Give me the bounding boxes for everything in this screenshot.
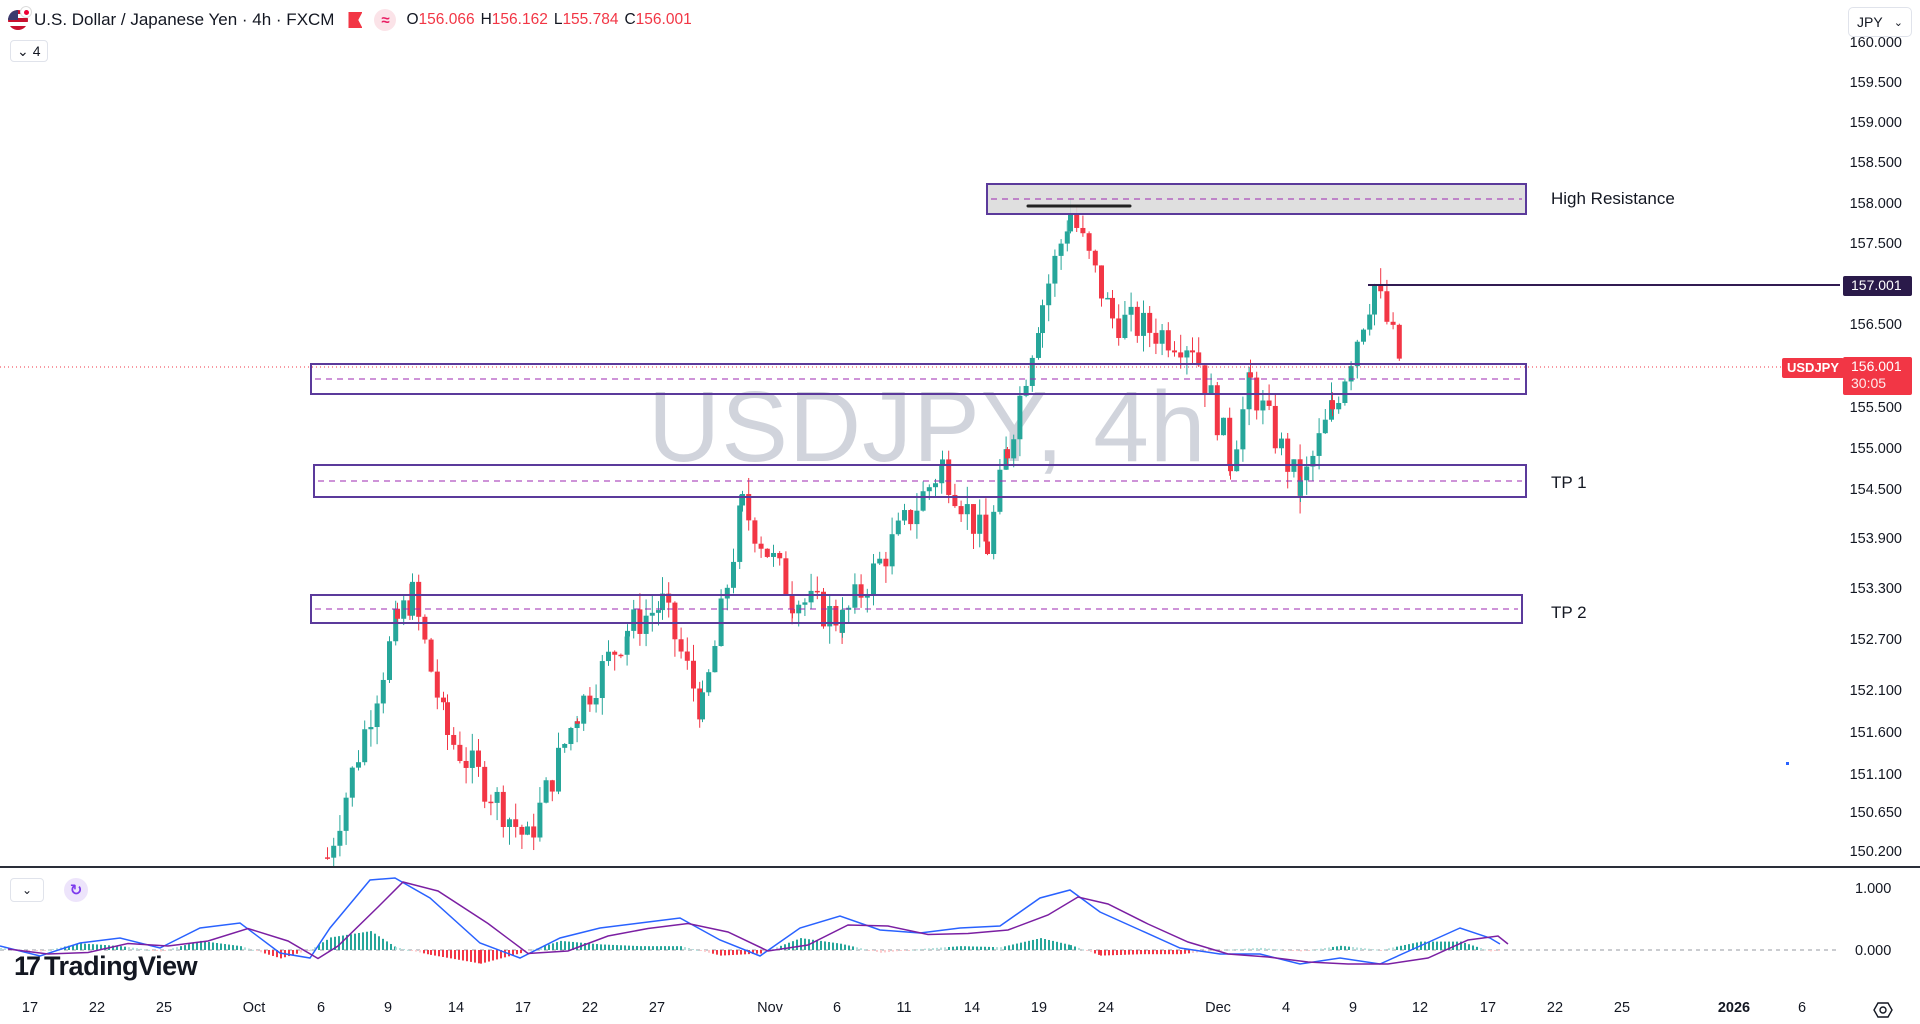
- price-tick: 160.000: [1849, 35, 1902, 51]
- indicator-pane-collapse-button[interactable]: ⌄: [10, 878, 44, 902]
- macd-axis-tick-0: 0.000: [1855, 943, 1892, 959]
- chart-settings-icon[interactable]: [1872, 999, 1894, 1021]
- zone-label-high-resistance: High Resistance: [1551, 189, 1675, 208]
- zone-resistance-support-zone: [310, 363, 1527, 395]
- currency-selector[interactable]: JPY ⌄: [1848, 7, 1912, 37]
- time-tick: 22: [581, 1000, 599, 1016]
- price-tick: 158.500: [1849, 155, 1902, 171]
- time-tick: 9: [1348, 1000, 1358, 1016]
- zone-label-tp2: TP 2: [1551, 603, 1587, 622]
- time-axis[interactable]: 17 22 25 Oct 6 9 14 17 22 27 Nov 6 11 14 19 24 Dec 4 9 12 17…: [0, 996, 1920, 1024]
- time-tick: 25: [1613, 1000, 1631, 1016]
- time-tick: 22: [1546, 1000, 1564, 1016]
- symbol-price-tag: USDJPY: [1782, 358, 1845, 378]
- price-tick: 156.500: [1849, 317, 1902, 333]
- time-tick: 17: [21, 1000, 39, 1016]
- indicator-count: 4: [32, 43, 41, 59]
- current-price-tag: 156.001 30:05: [1843, 357, 1912, 395]
- tradingview-wordmark: TradingView: [44, 951, 198, 981]
- candles: [325, 198, 1402, 866]
- time-tick: 22: [88, 1000, 106, 1016]
- time-tick: 6: [316, 1000, 326, 1016]
- close-key: C: [624, 11, 636, 28]
- time-tick: 17: [514, 1000, 532, 1016]
- time-tick: 25: [155, 1000, 173, 1016]
- high-value: 156.162: [491, 11, 548, 28]
- time-tick: 11: [896, 1000, 912, 1016]
- time-tick: 19: [1030, 1000, 1048, 1016]
- hline-price-tag: 157.001: [1843, 276, 1912, 296]
- signal-line: [7, 881, 1509, 965]
- zone-tp-2: [310, 594, 1523, 624]
- price-tick: 150.200: [1849, 844, 1902, 860]
- bar-countdown: 30:05: [1851, 375, 1887, 391]
- time-tick: 17: [1479, 1000, 1497, 1016]
- tradingview-logo[interactable]: 17 TradingView: [14, 951, 198, 982]
- price-tick: 159.500: [1849, 75, 1902, 91]
- high-key: H: [480, 11, 492, 28]
- symbol-title[interactable]: U.S. Dollar / Japanese Yen · 4h · FXCM: [34, 10, 335, 29]
- chevron-down-icon: ⌄: [21, 883, 33, 897]
- close-value: 156.001: [635, 11, 692, 28]
- low-value: 155.784: [562, 11, 619, 28]
- chevron-down-icon: ⌄: [17, 42, 29, 59]
- price-tick: 159.000: [1849, 115, 1902, 131]
- price-axis[interactable]: 160.000 159.500 159.000 158.500 158.000 157.5…: [1840, 0, 1920, 866]
- current-price: 156.001: [1851, 358, 1902, 374]
- price-tick: 152.100: [1849, 683, 1902, 699]
- indicators-collapse-button[interactable]: ⌄ 4: [10, 40, 48, 62]
- price-tick: 155.000: [1849, 441, 1902, 457]
- time-tick: Nov: [757, 1000, 783, 1016]
- time-tick: 14: [963, 1000, 981, 1016]
- time-tick: 27: [648, 1000, 666, 1016]
- price-tick: 151.100: [1849, 767, 1902, 783]
- price-tick: 150.650: [1849, 805, 1902, 821]
- time-tick: 2026: [1717, 1000, 1751, 1016]
- time-tick: 24: [1097, 1000, 1115, 1016]
- symbol-legend: U.S. Dollar / Japanese Yen · 4h · FXCM ≈…: [8, 6, 692, 32]
- price-tick: 153.300: [1849, 581, 1902, 597]
- open-key: O: [406, 11, 419, 28]
- macd-axis-tick-1: 1.000: [1855, 881, 1892, 897]
- pane-separator[interactable]: [0, 866, 1920, 868]
- ohlc-values: O156.066 H156.162 L155.784 C156.001: [406, 11, 691, 29]
- time-tick: 6: [1797, 1000, 1807, 1016]
- low-key: L: [553, 11, 563, 28]
- market-closed-flag-icon: [348, 12, 363, 28]
- open-value: 156.066: [418, 11, 475, 28]
- currency-label: JPY: [1857, 14, 1883, 30]
- price-tick: 151.600: [1849, 725, 1902, 741]
- price-tick: 153.900: [1849, 531, 1902, 547]
- price-pane[interactable]: [0, 0, 1840, 866]
- price-tick: 157.500: [1849, 236, 1902, 252]
- refresh-icon[interactable]: ↻: [64, 878, 88, 902]
- time-tick: 14: [447, 1000, 465, 1016]
- chevron-down-icon: ⌄: [1893, 16, 1903, 29]
- time-tick: 6: [832, 1000, 842, 1016]
- price-tick: 152.700: [1849, 632, 1902, 648]
- price-tick: 158.000: [1849, 196, 1902, 212]
- zone-tp-1: [313, 464, 1527, 498]
- jpy-flag-icon: [20, 6, 32, 18]
- tradingview-logo-icon: 17: [14, 951, 41, 981]
- time-tick: 12: [1411, 1000, 1429, 1016]
- zone-label-tp1: TP 1: [1551, 473, 1587, 492]
- time-tick: Oct: [242, 1000, 266, 1016]
- approx-data-icon[interactable]: ≈: [374, 9, 397, 31]
- time-tick: Dec: [1205, 1000, 1231, 1016]
- time-tick: 9: [383, 1000, 393, 1016]
- price-tick: 154.500: [1849, 482, 1902, 498]
- price-tick: 155.500: [1849, 400, 1902, 416]
- macd-pane[interactable]: [0, 868, 1840, 996]
- time-tick: 4: [1281, 1000, 1291, 1016]
